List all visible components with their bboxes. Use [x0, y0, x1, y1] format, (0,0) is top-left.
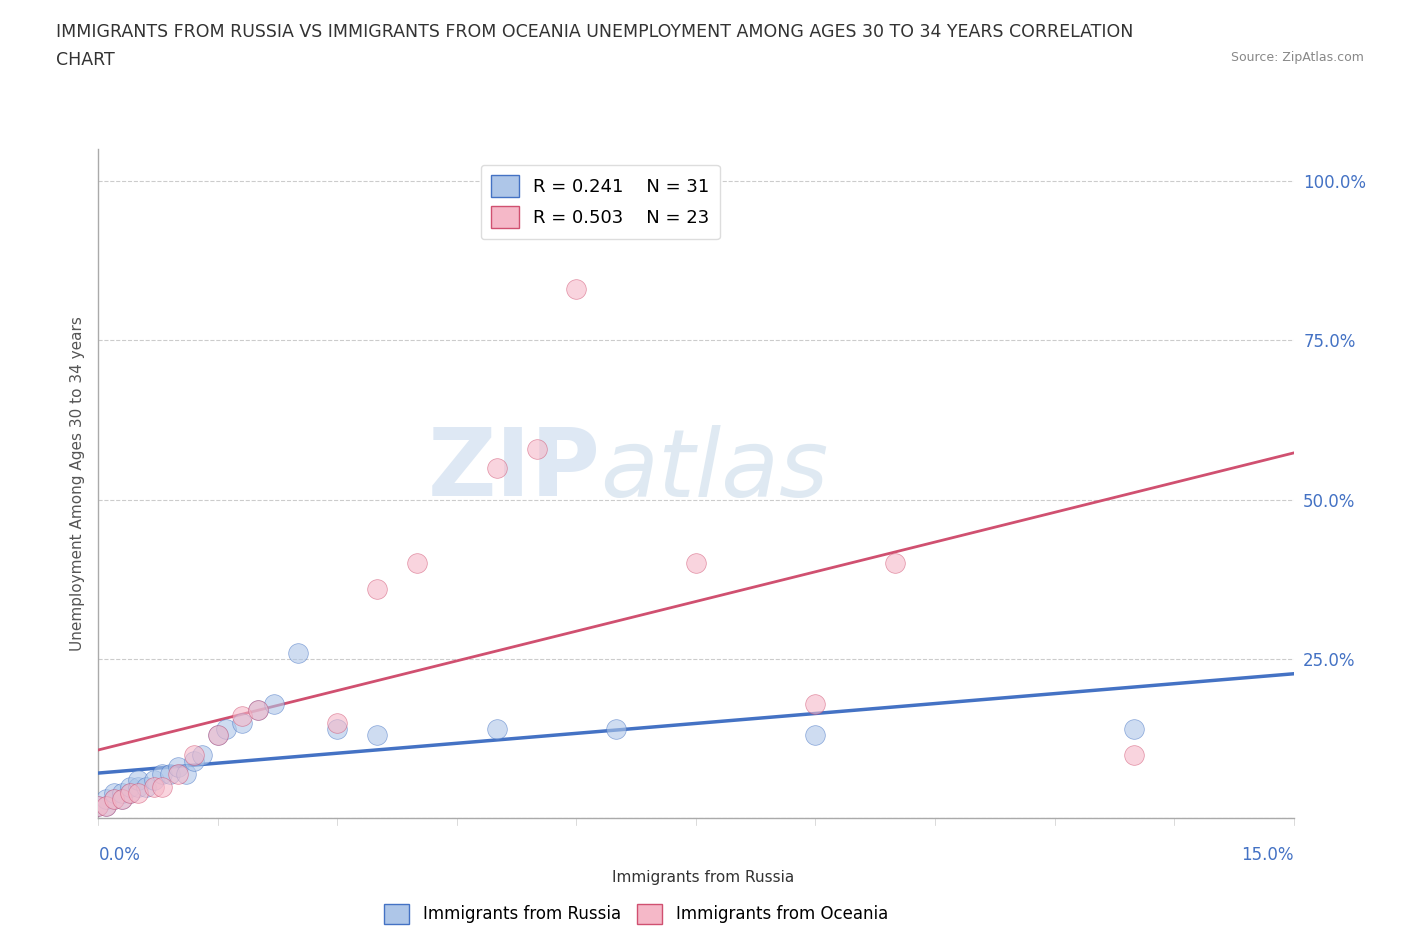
Y-axis label: Unemployment Among Ages 30 to 34 years: Unemployment Among Ages 30 to 34 years: [69, 316, 84, 651]
Point: [685, 556, 707, 571]
Point: [103, 786, 125, 801]
Point: [215, 722, 238, 737]
Point: [127, 786, 149, 801]
Point: [150, 779, 173, 794]
Point: [804, 697, 827, 711]
Point: [96, 798, 118, 813]
Text: ZIP: ZIP: [427, 424, 600, 516]
Text: Source: ZipAtlas.com: Source: ZipAtlas.com: [1230, 51, 1364, 64]
Point: [287, 645, 309, 660]
Point: [96, 791, 118, 806]
Point: [1123, 722, 1146, 737]
Point: [366, 581, 388, 596]
Point: [263, 697, 285, 711]
Point: [246, 702, 269, 717]
Point: [135, 779, 157, 794]
Point: [167, 766, 190, 781]
Point: [246, 702, 269, 717]
Text: CHART: CHART: [56, 51, 115, 69]
Point: [207, 728, 229, 743]
Point: [143, 779, 166, 794]
Point: [191, 747, 214, 762]
Point: [87, 798, 110, 813]
Text: IMMIGRANTS FROM RUSSIA VS IMMIGRANTS FROM OCEANIA UNEMPLOYMENT AMONG AGES 30 TO : IMMIGRANTS FROM RUSSIA VS IMMIGRANTS FRO…: [56, 23, 1133, 41]
Point: [127, 773, 149, 788]
Point: [485, 460, 508, 475]
Text: Immigrants from Russia: Immigrants from Russia: [612, 870, 794, 884]
Point: [804, 728, 827, 743]
Point: [485, 722, 508, 737]
Point: [103, 791, 125, 806]
Point: [120, 786, 142, 801]
Point: [366, 728, 388, 743]
Point: [96, 798, 118, 813]
Point: [183, 753, 205, 768]
Point: [111, 791, 134, 806]
Point: [103, 791, 125, 806]
Point: [111, 786, 134, 801]
Point: [231, 709, 253, 724]
Point: [174, 766, 197, 781]
Point: [526, 441, 548, 456]
Point: [1123, 747, 1146, 762]
Text: atlas: atlas: [600, 425, 828, 516]
Point: [326, 715, 349, 730]
Point: [87, 798, 110, 813]
Point: [183, 747, 205, 762]
Point: [207, 728, 229, 743]
Point: [111, 791, 134, 806]
Text: 0.0%: 0.0%: [98, 846, 141, 864]
Point: [159, 766, 181, 781]
Text: 15.0%: 15.0%: [1241, 846, 1294, 864]
Point: [231, 715, 253, 730]
Point: [120, 779, 142, 794]
Point: [565, 282, 588, 297]
Point: [406, 556, 429, 571]
Point: [884, 556, 907, 571]
Point: [326, 722, 349, 737]
Legend: Immigrants from Russia, Immigrants from Oceania: Immigrants from Russia, Immigrants from …: [378, 897, 894, 930]
Point: [127, 779, 149, 794]
Point: [150, 766, 173, 781]
Point: [167, 760, 190, 775]
Point: [605, 722, 627, 737]
Point: [120, 786, 142, 801]
Point: [143, 773, 166, 788]
